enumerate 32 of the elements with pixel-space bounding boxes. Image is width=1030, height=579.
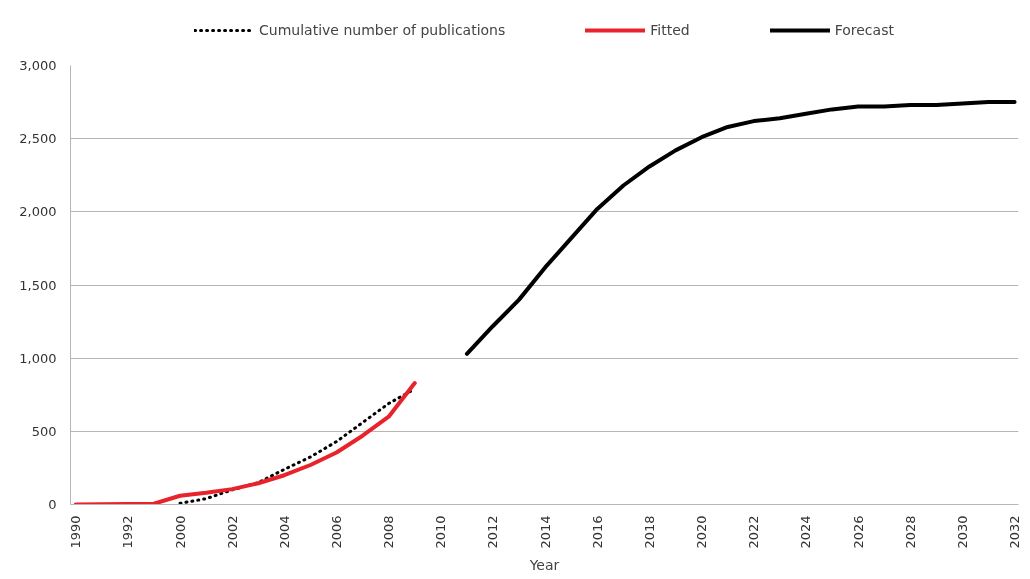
x-tick-label: 2020 [694, 515, 710, 549]
x-tick-label: 2004 [276, 515, 292, 549]
x-tick-label: 1990 [68, 515, 84, 549]
legend-label: Fitted [650, 22, 690, 38]
line-series [73, 381, 417, 505]
x-tick-label: 2012 [485, 515, 501, 549]
y-tick-label: 0 [48, 497, 57, 512]
x-tick-label: 2000 [172, 515, 188, 549]
x-tick-label: 2024 [798, 515, 814, 549]
x-tick-label: 2030 [954, 515, 970, 549]
x-tick-label: 2002 [224, 515, 240, 549]
x-tick-label: 2010 [433, 515, 449, 549]
y-tick-label: 2,000 [19, 204, 57, 220]
x-tick-label: 2022 [746, 515, 762, 549]
y-tick-label: 500 [31, 423, 57, 439]
legend-label: Cumulative number of publications [259, 22, 506, 38]
x-tick-label: 2014 [537, 515, 553, 549]
x-tick-label: 2026 [850, 515, 866, 549]
x-tick-label: 2032 [1007, 515, 1023, 549]
legend-label: Forecast [834, 22, 894, 38]
y-tick-label: 3,000 [19, 58, 57, 73]
x-tick-label: 2016 [589, 515, 605, 549]
y-tick-label: 1,500 [19, 277, 57, 293]
x-tick-label: 2028 [902, 515, 918, 549]
y-tick-label: 1,000 [19, 350, 57, 366]
x-tick-label: 2006 [329, 515, 345, 549]
y-tick-label: 2,500 [19, 131, 57, 147]
x-tick-label: 2008 [381, 515, 397, 549]
x-tick-label: 1992 [120, 515, 136, 549]
x-axis-title: Year [528, 556, 560, 573]
x-tick-label: 2018 [641, 515, 657, 549]
line-series [464, 100, 1017, 356]
